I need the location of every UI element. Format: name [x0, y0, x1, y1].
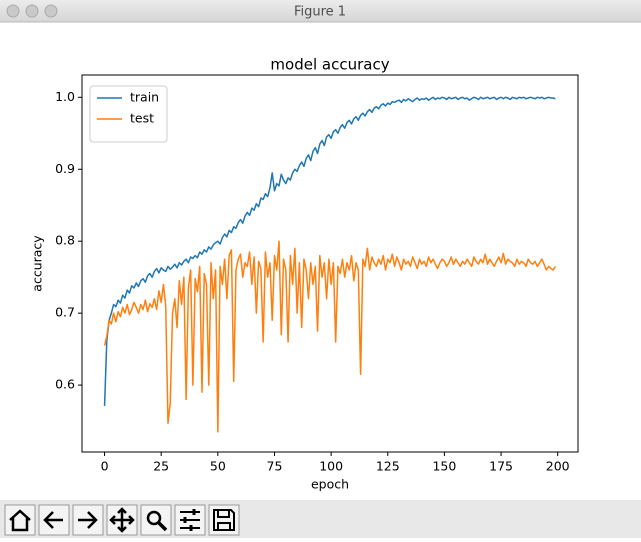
minimize-button[interactable]: [25, 4, 39, 18]
legend-label: test: [130, 111, 154, 126]
back-button[interactable]: [38, 504, 70, 536]
line-series: [103, 240, 557, 433]
y-axis-label: accuracy: [30, 235, 45, 292]
x-tick-label: 75: [267, 459, 283, 474]
title-bar: [0, 0, 641, 22]
forward-button[interactable]: [72, 504, 104, 536]
x-tick-label: 50: [210, 459, 226, 474]
home-button[interactable]: [4, 504, 36, 536]
window-title: Figure 1: [294, 5, 346, 20]
x-axis-label: epoch: [311, 477, 349, 492]
x-tick-label: 100: [319, 459, 343, 474]
legend-label: train: [130, 90, 159, 105]
save-button[interactable]: [208, 504, 240, 536]
y-tick-label: 0.6: [55, 377, 75, 392]
zoom-button[interactable]: [44, 4, 58, 18]
x-tick-label: 200: [546, 459, 570, 474]
x-tick-label: 25: [153, 459, 169, 474]
configure-button[interactable]: [174, 504, 206, 536]
chart-title: model accuracy: [270, 56, 389, 74]
x-tick-label: 175: [489, 459, 513, 474]
pan-button[interactable]: [106, 504, 138, 536]
y-tick-label: 0.9: [55, 161, 75, 176]
x-tick-label: 150: [432, 459, 456, 474]
y-tick-label: 0.7: [55, 305, 75, 320]
line-series: [103, 96, 556, 406]
zoom-tool-button[interactable]: [140, 504, 172, 536]
x-tick-label: 125: [376, 459, 400, 474]
y-tick-label: 1.0: [55, 89, 75, 104]
x-tick-label: 0: [101, 459, 109, 474]
close-button[interactable]: [6, 4, 20, 18]
y-tick-label: 0.8: [55, 233, 75, 248]
axes-frame: [81, 74, 579, 453]
legend-box: [89, 85, 168, 143]
